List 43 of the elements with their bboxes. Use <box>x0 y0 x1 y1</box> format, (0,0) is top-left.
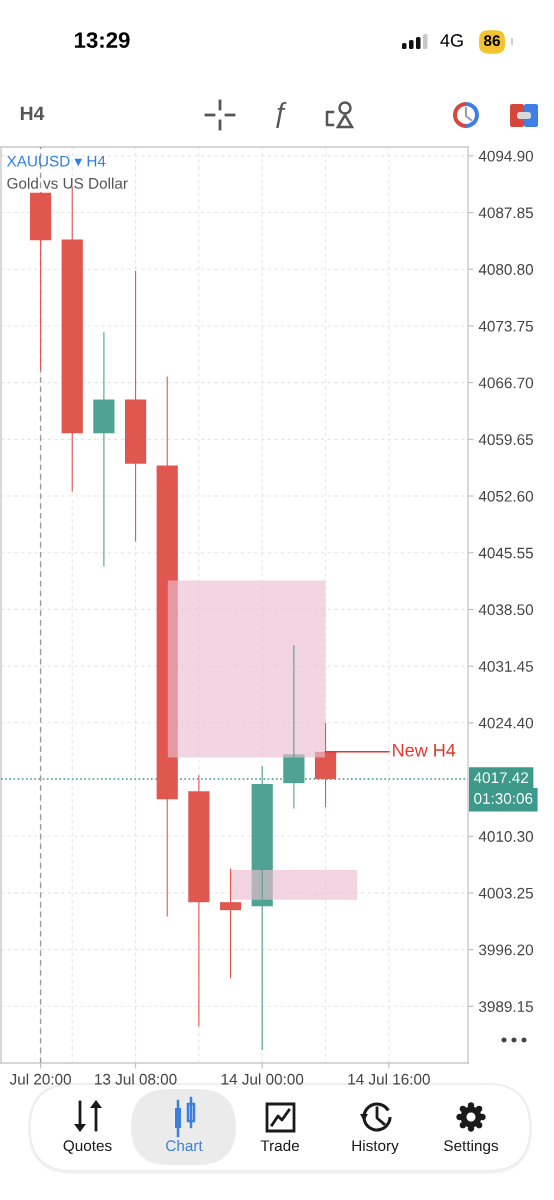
text: History <box>352 1139 399 1155</box>
y-tick-label: 3989.15 <box>479 1001 533 1012</box>
text: 86 <box>483 35 500 47</box>
series-label: New H4 <box>393 744 456 757</box>
y-tick-label: 4066.70 <box>478 377 534 389</box>
y-tick-label: 4031.45 <box>478 660 533 672</box>
x-tick-label: 13 Jul 08:00 <box>95 1073 177 1085</box>
x-tick-label: 14 Jul 00:00 <box>221 1073 304 1085</box>
candlestick <box>283 645 305 809</box>
candlestick <box>251 765 273 1050</box>
y-tick-label: 4087.85 <box>478 207 533 219</box>
text: 13:29 <box>74 32 130 48</box>
candlestick <box>156 376 178 917</box>
text: 01:30:06 <box>474 793 533 804</box>
text: Trade <box>260 1139 299 1152</box>
text: Quotes <box>63 1140 112 1154</box>
candlestick <box>219 868 242 979</box>
y-tick-label: 4059.65 <box>478 434 533 446</box>
candlestick <box>93 332 115 567</box>
y-tick-label: 4010.30 <box>478 831 534 842</box>
text: Chart <box>166 1139 203 1152</box>
y-tick-label: 4073.75 <box>478 320 533 332</box>
y-tick-label: 4094.90 <box>478 150 534 162</box>
y-tick-label: 4052.60 <box>478 490 534 502</box>
text: Settings <box>444 1139 499 1155</box>
y-tick-label: 4024.40 <box>478 717 534 729</box>
y-tick-label: 4003.25 <box>478 887 533 899</box>
text: Gold vs US Dollar <box>7 177 128 189</box>
x-tick-label: Jul 20:00 <box>9 1073 71 1085</box>
y-tick-label: 4080.80 <box>478 264 534 275</box>
candlestick <box>29 192 52 371</box>
chart-title: XAUUSD ▾ H4 <box>6 155 106 167</box>
x-tick-label: 14 Jul 16:00 <box>348 1073 430 1085</box>
candlestick <box>314 723 337 808</box>
text: ƒ <box>276 102 287 128</box>
ref-line-label: 4017.42 <box>473 772 529 784</box>
y-tick-label: 4045.55 <box>478 547 533 559</box>
candlestick <box>124 271 147 542</box>
y-tick-label: 3996.20 <box>479 944 534 956</box>
text: 4G <box>440 34 463 47</box>
y-tick-label: 4038.50 <box>478 604 534 616</box>
candlestick <box>188 775 210 1027</box>
text: H4 <box>20 106 45 121</box>
